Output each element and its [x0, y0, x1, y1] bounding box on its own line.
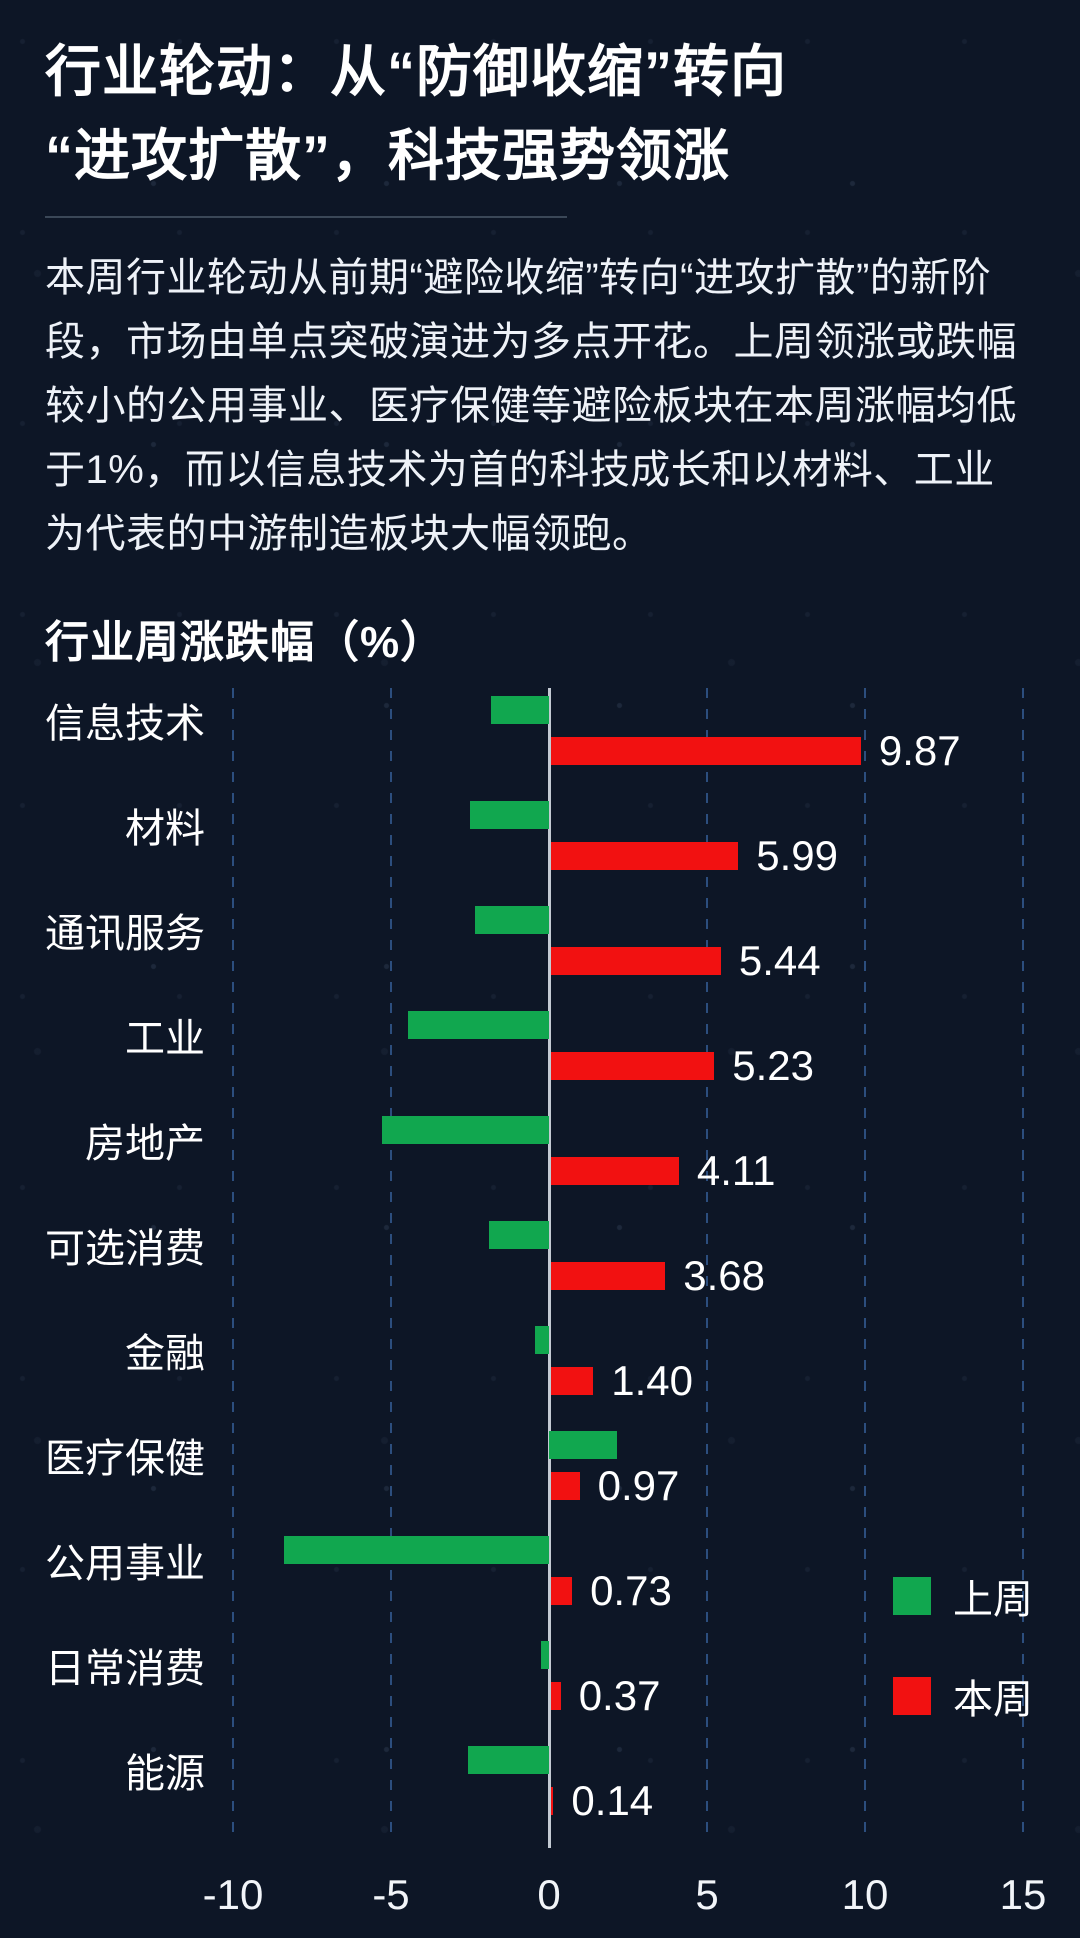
gridline: [390, 688, 392, 1843]
chart-title: 行业周涨跌幅（%）: [45, 618, 446, 667]
zero-axis-line: [548, 688, 551, 1848]
x-tick-label: 15: [999, 1871, 1047, 1918]
x-tick-label: -5: [372, 1871, 410, 1918]
gridline: [864, 688, 866, 1843]
category-label: 公用事业: [45, 1542, 205, 1586]
category-label: 工业: [125, 1017, 205, 1061]
value-label: 5.44: [738, 937, 821, 984]
bar-this-week: [551, 1577, 573, 1605]
bar-this-week: [551, 1472, 580, 1500]
category-label: 材料: [125, 807, 205, 851]
value-label: 0.97: [597, 1462, 680, 1509]
bar-last-week: [474, 906, 549, 934]
value-label: 9.87: [878, 727, 961, 774]
bar-last-week: [468, 1746, 549, 1774]
category-label: 房地产: [85, 1122, 205, 1166]
page-title: 行业轮动：从“防御收缩”转向 “进攻扩散”，科技强势领涨: [45, 30, 1035, 198]
x-tick-label: 5: [695, 1871, 719, 1918]
bar-last-week: [534, 1326, 549, 1354]
bar-this-week: [551, 947, 721, 975]
plot-area: -10 -5 0 5 10 15 信息技术 9.87 材料 5.99 通讯服务 5.44 工业 5.23 房…: [45, 688, 1046, 1918]
bar-last-week: [490, 696, 549, 724]
category-label: 可选消费: [45, 1227, 205, 1271]
legend-item-last-week: 上周: [893, 1567, 1033, 1625]
bar-last-week: [549, 1431, 617, 1459]
category-label: 金融: [125, 1332, 205, 1376]
bar-last-week: [283, 1536, 549, 1564]
bar-this-week: [551, 1157, 679, 1185]
page-title-line2: “进攻扩散”，科技强势领涨: [45, 124, 730, 187]
category-label: 通讯服务: [45, 912, 205, 956]
value-label: 4.11: [696, 1147, 776, 1194]
gridline: [1022, 688, 1024, 1843]
value-label: 0.73: [590, 1567, 672, 1614]
bar-last-week: [408, 1011, 549, 1039]
legend-swatch-last-week: [893, 1577, 931, 1615]
bar-last-week: [470, 801, 549, 829]
category-label: 能源: [125, 1752, 205, 1796]
value-label: 1.40: [611, 1357, 693, 1404]
value-label: 5.23: [732, 1042, 815, 1089]
value-label: 0.37: [578, 1672, 661, 1719]
page-title-line1: 行业轮动：从“防御收缩”转向: [45, 40, 787, 103]
legend-swatch-this-week: [893, 1677, 931, 1715]
bar-this-week: [551, 1682, 561, 1710]
category-label: 日常消费: [45, 1647, 205, 1691]
title-divider: [45, 216, 567, 218]
bar-last-week: [381, 1116, 549, 1144]
bar-this-week: [551, 1262, 666, 1290]
bar-this-week: [551, 1787, 554, 1815]
legend-label-last-week: 上周: [953, 1578, 1033, 1622]
x-tick-label: 10: [841, 1871, 889, 1918]
bar-last-week: [488, 1221, 549, 1249]
bar-this-week: [551, 1052, 715, 1080]
legend-label-this-week: 本周: [953, 1678, 1033, 1722]
category-label: 信息技术: [45, 702, 205, 746]
bar-this-week: [551, 737, 861, 765]
bar-last-week: [541, 1641, 549, 1669]
x-tick-label: -10: [202, 1871, 264, 1918]
gridline: [706, 688, 708, 1843]
bar-this-week: [551, 842, 739, 870]
bar-this-week: [551, 1367, 594, 1395]
value-label: 0.14: [571, 1777, 654, 1824]
summary-paragraph: 本周行业轮动从前期“避险收缩”转向“进攻扩散”的新阶段，市场由单点突破演进为多点…: [45, 256, 1017, 556]
value-label: 3.68: [683, 1252, 766, 1299]
weekly-change-chart: -10 -5 0 5 10 15 信息技术 9.87 材料 5.99 通讯服务 5.44 工业 5.23 房…: [45, 688, 1046, 1938]
legend: 上周 本周: [893, 1567, 1033, 1725]
legend-item-this-week: 本周: [893, 1667, 1033, 1725]
gridline: [232, 688, 234, 1843]
value-label: 5.99: [756, 832, 839, 879]
category-label: 医疗保健: [45, 1437, 205, 1481]
x-tick-label: 0: [537, 1871, 561, 1918]
